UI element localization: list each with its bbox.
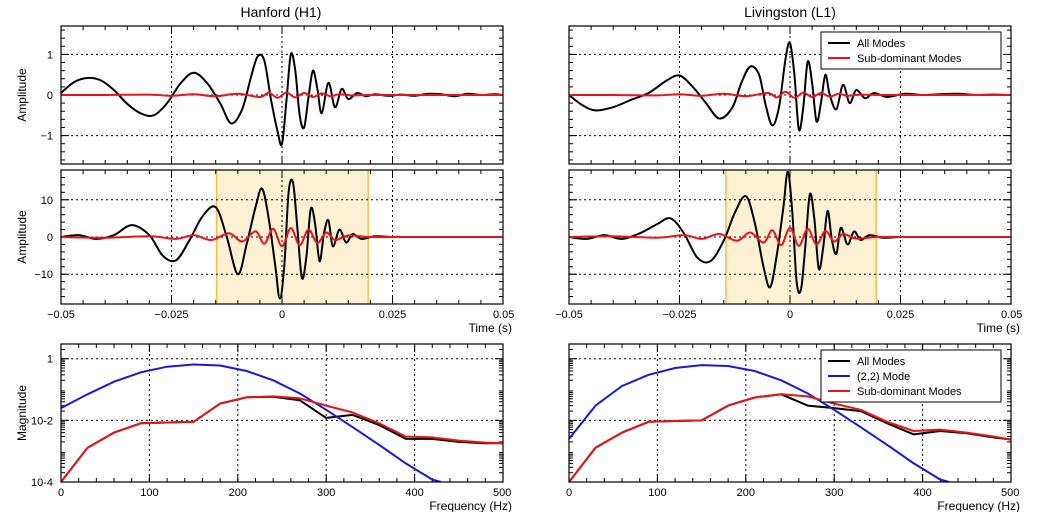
h1-spectrum-xtick-label: 500 <box>493 487 511 499</box>
h1-strain-ytick-label: −1 <box>40 131 53 143</box>
h1-whitened-ytick-label: 0 <box>47 232 53 244</box>
l1-strain-series-sub-dominant-modes <box>569 90 1011 99</box>
h1-whitened-ytick-label: 10 <box>41 195 53 207</box>
h1-spectrum-xtick-label: 0 <box>58 487 64 499</box>
h1-whitened-ytick-label: −10 <box>34 269 53 281</box>
h1-spectrum-panel: 10-4 10-2 1 0 100 200 300 400 500 Magnitude Freque… <box>15 343 512 512</box>
l1-strain-frame <box>568 25 1012 165</box>
l1-strain-panel: All Modes Sub-dominant Modes <box>568 25 1012 165</box>
l1-spectrum-legend-label: (2,2) Mode <box>857 371 910 383</box>
h1-spectrum-plot-area <box>61 363 503 482</box>
column-title-h1: Hanford (H1) <box>241 4 322 20</box>
h1-spectrum-series-2-2-mode <box>61 363 442 482</box>
h1-whitened-series-all-modes <box>61 178 503 300</box>
l1-spectrum-series-2-2-mode <box>569 364 950 482</box>
h1-spectrum-ytick-label: 10-4 <box>31 477 53 489</box>
l1-spectrum-frame <box>568 343 1012 483</box>
l1-whitened-series-all-modes <box>569 170 1011 294</box>
h1-whitened-xtick-label: −0.025 <box>155 309 189 321</box>
h1-strain-ytick-label: 1 <box>47 49 53 61</box>
l1-whitened-xtick-label: −0.025 <box>663 309 697 321</box>
l1-spectrum-xtick-label: 200 <box>737 487 755 499</box>
l1-strain-legend: All Modes Sub-dominant Modes <box>820 31 1002 70</box>
h1-spectrum-series-all-modes <box>61 395 503 482</box>
l1-whitened-plot-area <box>569 170 1011 294</box>
l1-strain-legend-label: Sub-dominant Modes <box>857 53 962 65</box>
h1-whitened-xtick-label: −0.05 <box>47 309 75 321</box>
l1-spectrum-xlabel: Frequency (Hz) <box>937 499 1020 512</box>
l1-spectrum-xtick-label: 100 <box>648 487 666 499</box>
l1-spectrum-plot-area <box>569 364 1011 482</box>
h1-spectrum-series-sub-dominant-modes <box>61 395 503 482</box>
h1-spectrum-xlabel: Frequency (Hz) <box>429 499 512 512</box>
l1-strain-legend-box <box>820 31 1002 70</box>
h1-whitened-xlabel: Time (s) <box>468 321 512 335</box>
l1-spectrum-legend-label: Sub-dominant Modes <box>857 386 962 398</box>
column-title-l1: Livingston (L1) <box>744 4 836 20</box>
l1-spectrum-xtick-label: 500 <box>1001 487 1019 499</box>
h1-spectrum-ytick-label: 10-2 <box>31 415 53 427</box>
h1-spectrum-ytick-label: 1 <box>47 354 53 366</box>
h1-strain-frame <box>60 25 504 165</box>
l1-spectrum-series-all-modes <box>569 393 1011 482</box>
l1-spectrum-xtick-label: 0 <box>566 487 572 499</box>
h1-whitened-xtick-label: 0.025 <box>379 309 407 321</box>
h1-whitened-frame <box>60 169 504 305</box>
h1-strain-series-sub-dominant-modes <box>61 91 503 99</box>
l1-spectrum-legend-box <box>820 349 1002 403</box>
h1-strain-ytick-label: 0 <box>47 90 53 102</box>
h1-whitened-xtick-label: 0 <box>279 309 285 321</box>
h1-spectrum-ylabel: Magnitude <box>15 385 29 441</box>
h1-whitened-series-sub-dominant-modes <box>61 227 503 248</box>
h1-strain-panel: −1 0 1 Amplitude <box>15 25 504 165</box>
h1-spectrum-xtick-label: 200 <box>229 487 247 499</box>
h1-whitened-panel: −10 0 10 −0.05 −0.025 0 0.025 0.05 Amplitude Time… <box>15 169 514 335</box>
h1-whitened-plot-area <box>61 178 503 300</box>
l1-spectrum-legend: All Modes (2,2) Mode Sub-dominant Modes <box>820 349 1002 403</box>
l1-whitened-series-sub-dominant-modes <box>569 226 1011 247</box>
l1-spectrum-xtick-label: 400 <box>913 487 931 499</box>
l1-strain-plot-area <box>569 41 1011 132</box>
l1-whitened-xtick-label: 0.025 <box>887 309 915 321</box>
l1-whitened-xtick-label: 0 <box>787 309 793 321</box>
l1-spectrum-xtick-label: 300 <box>825 487 843 499</box>
h1-whitened-xtick-label: 0.05 <box>493 309 514 321</box>
l1-whitened-xtick-label: 0.05 <box>1001 309 1022 321</box>
l1-strain-series-all-modes <box>569 41 1011 132</box>
l1-whitened-xtick-label: −0.05 <box>555 309 583 321</box>
l1-spectrum-legend-label: All Modes <box>857 356 906 368</box>
h1-spectrum-xtick-label: 300 <box>317 487 335 499</box>
h1-spectrum-frame <box>60 343 504 483</box>
l1-strain-legend-label: All Modes <box>857 38 906 50</box>
h1-spectrum-xtick-label: 100 <box>140 487 158 499</box>
l1-spectrum-series-sub-dominant-modes <box>569 393 1011 482</box>
h1-strain-plot-area <box>61 52 503 146</box>
l1-whitened-xlabel: Time (s) <box>976 321 1020 335</box>
l1-whitened-frame <box>568 169 1012 305</box>
h1-strain-ylabel: Amplitude <box>15 68 29 122</box>
h1-spectrum-xtick-label: 400 <box>405 487 423 499</box>
h1-whitened-ylabel: Amplitude <box>15 210 29 264</box>
